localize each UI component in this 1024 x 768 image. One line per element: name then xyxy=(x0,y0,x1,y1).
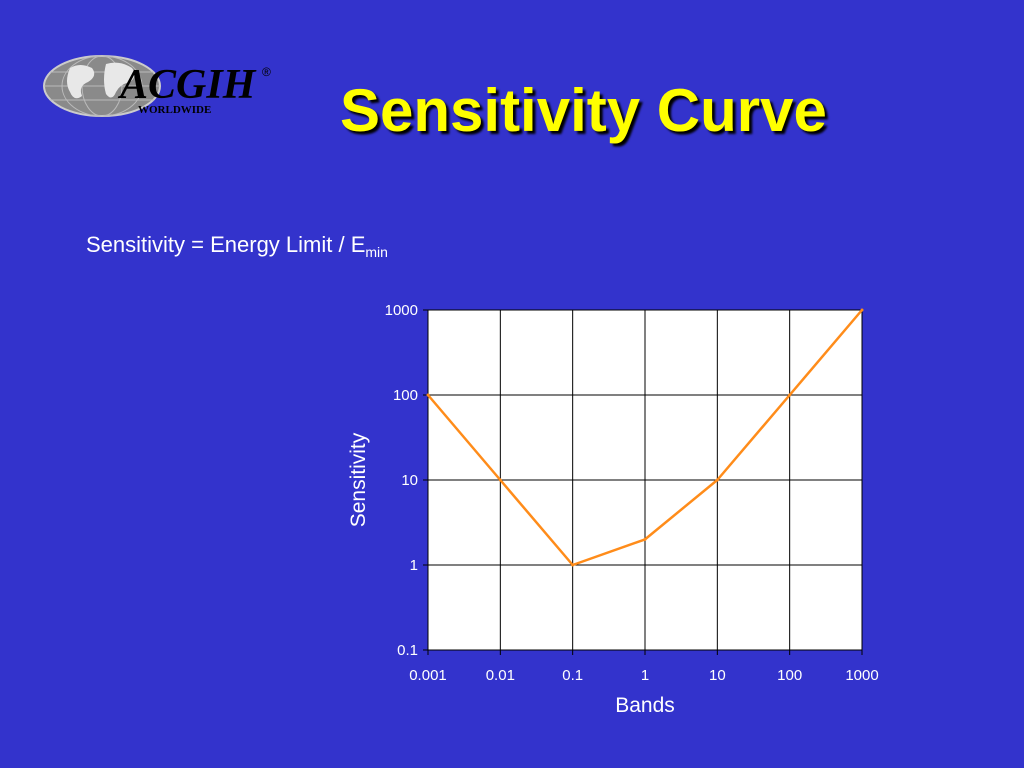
y-tick-label: 1 xyxy=(410,557,418,574)
logo-registered-mark: ® xyxy=(262,65,271,79)
sensitivity-formula: Sensitivity = Energy Limit / Emin xyxy=(86,232,388,260)
x-axis-label: Bands xyxy=(615,694,675,717)
x-tick-label: 100 xyxy=(777,667,802,684)
data-point xyxy=(498,478,502,482)
series-group xyxy=(426,308,864,567)
y-tick-label: 1000 xyxy=(385,302,418,319)
y-tick-label: 10 xyxy=(401,472,418,489)
x-tick-label: 0.001 xyxy=(409,667,447,684)
globe-icon xyxy=(43,55,161,117)
x-tick-label: 0.1 xyxy=(562,667,583,684)
formula-main: Sensitivity = Energy Limit / E xyxy=(86,232,366,257)
data-point xyxy=(788,393,792,397)
y-tick-labels: 0.1 1 10 100 1000 xyxy=(385,302,418,659)
acgih-logo: ACGIH ® WORLDWIDE xyxy=(40,50,280,120)
logo-subtext: WORLDWIDE xyxy=(138,104,211,116)
logo-wordmark: ACGIH xyxy=(117,62,257,108)
x-tick-label: 1000 xyxy=(845,667,878,684)
data-point xyxy=(643,537,647,541)
data-point xyxy=(715,478,719,482)
data-point xyxy=(860,308,864,312)
x-tick-label: 10 xyxy=(709,667,726,684)
x-tick-label: 1 xyxy=(641,667,649,684)
y-tick-label: 100 xyxy=(393,387,418,404)
x-tick-labels: 0.001 0.01 0.1 1 10 100 1000 xyxy=(409,667,878,684)
y-axis-label: Sensitivity xyxy=(347,432,370,527)
formula-subscript: min xyxy=(365,244,388,260)
data-point xyxy=(571,563,575,567)
data-point xyxy=(426,393,430,397)
slide-title: Sensitivity Curve xyxy=(340,77,827,144)
x-tick-label: 0.01 xyxy=(486,667,515,684)
y-tick-label: 0.1 xyxy=(397,642,418,659)
